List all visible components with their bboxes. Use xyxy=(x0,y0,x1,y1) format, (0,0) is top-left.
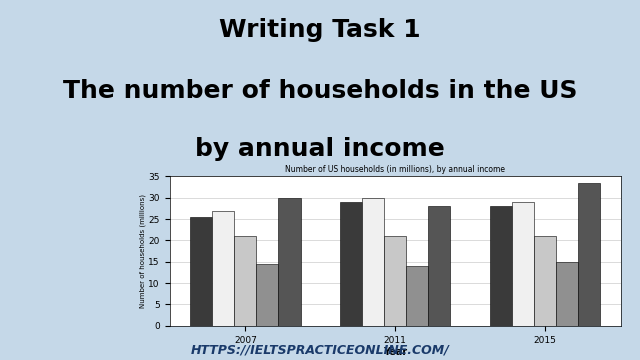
Bar xyxy=(490,206,512,326)
Bar xyxy=(578,183,600,326)
Bar xyxy=(257,264,278,326)
Bar xyxy=(534,236,556,326)
Bar xyxy=(362,198,384,326)
X-axis label: Year: Year xyxy=(383,347,407,357)
Bar xyxy=(512,202,534,326)
Title: Number of US households (in millions), by annual income: Number of US households (in millions), b… xyxy=(285,165,505,174)
Bar xyxy=(428,206,451,326)
Bar xyxy=(340,202,362,326)
Text: The number of households in the US: The number of households in the US xyxy=(63,79,577,103)
Bar xyxy=(406,266,428,326)
Bar xyxy=(556,262,578,326)
Text: Writing Task 1: Writing Task 1 xyxy=(219,18,421,42)
Text: HTTPS://IELTSPRACTICEONLINE.COM/: HTTPS://IELTSPRACTICEONLINE.COM/ xyxy=(191,343,449,356)
Y-axis label: Number of households (millions): Number of households (millions) xyxy=(139,194,146,308)
Bar xyxy=(384,236,406,326)
Bar xyxy=(212,211,234,326)
Bar xyxy=(234,236,257,326)
Text: by annual income: by annual income xyxy=(195,137,445,161)
Bar xyxy=(278,198,301,326)
Bar xyxy=(190,217,212,326)
